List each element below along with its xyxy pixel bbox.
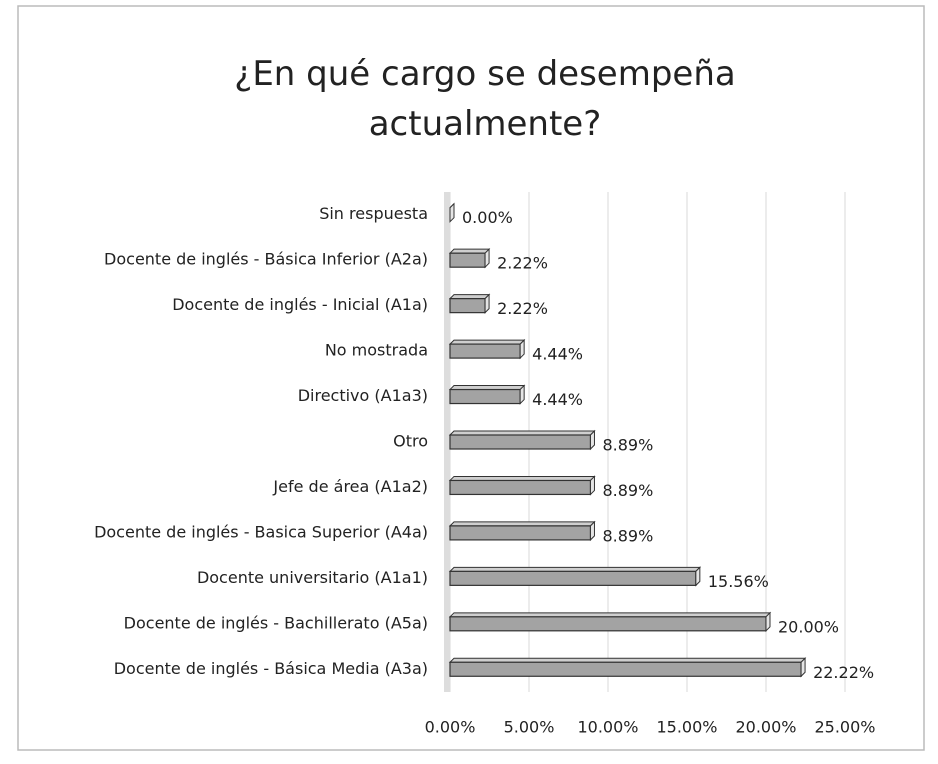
x-tick-label: 10.00%	[577, 718, 638, 737]
chart-title: ¿En qué cargo se desempeña actualmente?	[234, 54, 735, 144]
value-label: 20.00%	[778, 617, 839, 636]
category-label: No mostrada	[325, 341, 428, 360]
bar-top	[448, 294, 491, 300]
bar	[449, 298, 486, 314]
value-label: 4.44%	[532, 390, 583, 409]
category-label: Sin respuesta	[319, 204, 428, 223]
value-label: 15.56%	[708, 572, 769, 591]
value-label: 2.22%	[497, 254, 548, 273]
bar-side	[484, 293, 490, 314]
x-tick-label: 0.00%	[425, 718, 476, 737]
bar	[449, 479, 592, 496]
bar-top	[448, 248, 491, 254]
bar-side	[800, 657, 806, 678]
category-label: Docente de inglés - Básica Media (A3a)	[114, 659, 428, 678]
category-label: Docente universitario (A1a1)	[197, 568, 428, 587]
bar-side	[589, 475, 595, 496]
value-label: 22.22%	[813, 663, 874, 682]
bar	[449, 525, 592, 541]
category-label: Otro	[393, 432, 428, 451]
bar-top	[448, 385, 526, 391]
bar	[449, 661, 802, 677]
bar-top	[448, 430, 596, 436]
bar-side	[695, 566, 701, 587]
value-label: 4.44%	[532, 345, 583, 364]
value-label: 8.89%	[602, 481, 653, 500]
x-tick-label: 15.00%	[656, 718, 717, 737]
value-label: 8.89%	[602, 436, 653, 455]
bar	[449, 570, 697, 586]
category-label: Jefe de área (A1a2)	[272, 477, 428, 496]
value-label: 2.22%	[497, 299, 548, 318]
bar-top	[448, 475, 596, 481]
bar-side	[589, 429, 595, 451]
bar-side	[519, 384, 525, 405]
category-label: Docente de inglés - Básica Inferior (A2a…	[104, 250, 428, 269]
bar	[449, 434, 592, 450]
value-label: 8.89%	[602, 526, 653, 545]
bar	[449, 252, 486, 268]
bar-side	[449, 202, 455, 223]
category-label: Docente de inglés - Basica Superior (A4a…	[94, 522, 428, 541]
x-tick-label: 25.00%	[814, 718, 875, 737]
value-label: 0.00%	[462, 208, 513, 227]
category-label: Directivo (A1a3)	[298, 386, 428, 405]
bar	[449, 343, 521, 359]
bar-side	[519, 338, 525, 360]
category-label: Docente de inglés - Bachillerato (A5a)	[124, 613, 428, 632]
x-tick-label: 20.00%	[735, 718, 796, 737]
axis-wall	[444, 192, 450, 692]
bar-side	[484, 247, 490, 269]
x-tick-label: 5.00%	[504, 718, 555, 737]
bar-side	[589, 520, 595, 542]
bar	[449, 616, 767, 632]
bar-side	[765, 611, 771, 633]
bar-top	[448, 339, 526, 345]
bar	[449, 388, 521, 405]
category-label: Docente de inglés - Inicial (A1a)	[172, 295, 428, 314]
